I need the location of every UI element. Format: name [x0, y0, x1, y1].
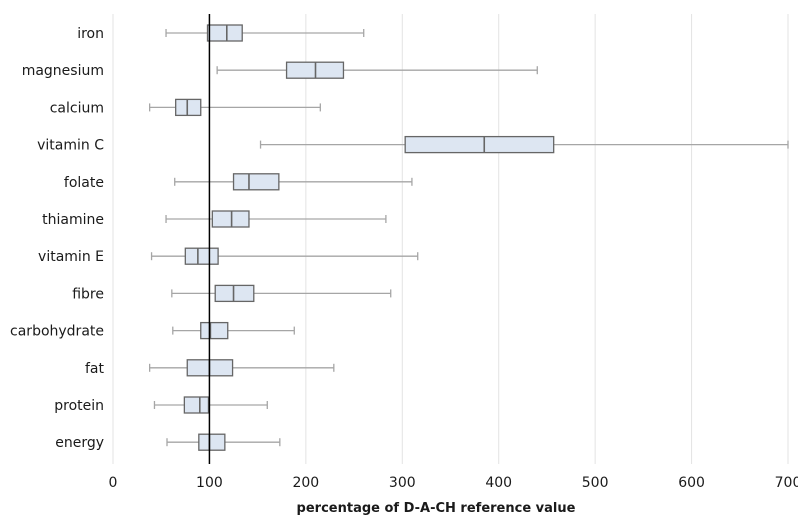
grid-lines	[112, 14, 789, 464]
boxes	[175, 24, 555, 451]
category-label-fibre: fibre	[72, 286, 104, 302]
x-tick-label-0: 0	[109, 475, 118, 491]
category-label-protein: protein	[54, 398, 104, 414]
category-label-folate: folate	[64, 175, 104, 191]
x-axis-title: percentage of D-A-CH reference value	[297, 501, 576, 516]
category-label-magnesium: magnesium	[22, 63, 104, 79]
whiskers	[148, 29, 789, 447]
x-tick-label-400: 400	[485, 475, 512, 491]
box-fibre	[214, 284, 255, 303]
x-tick-label-700: 700	[775, 475, 798, 491]
x-tick-label-200: 200	[292, 475, 319, 491]
box-thiamine	[211, 210, 250, 228]
category-label-vitamin-c: vitamin C	[37, 138, 104, 154]
category-label-fat: fat	[85, 361, 105, 377]
box-vitamin-c	[404, 135, 555, 154]
category-label-iron: iron	[77, 26, 104, 42]
x-tick-labels: 0 100 200 300 400 500 600 700	[109, 475, 798, 491]
category-label-vitamin-e: vitamin E	[38, 249, 104, 265]
box-vitamin-e	[184, 247, 219, 265]
box-carbohydrate	[200, 321, 229, 340]
box-folate	[232, 173, 280, 191]
category-label-energy: energy	[55, 435, 104, 451]
x-tick-label-100: 100	[196, 475, 223, 491]
box-protein	[183, 396, 210, 414]
category-label-calcium: calcium	[50, 100, 104, 116]
x-tick-label-500: 500	[582, 475, 609, 491]
box-calcium	[175, 98, 202, 117]
box-energy	[198, 433, 226, 451]
x-tick-label-300: 300	[389, 475, 416, 491]
category-label-carbohydrate: carbohydrate	[10, 324, 104, 340]
category-labels: iron magnesium calcium vitamin C folate thiam…	[10, 26, 104, 451]
box-iron	[206, 24, 243, 42]
x-tick-label-600: 600	[678, 475, 705, 491]
category-label-thiamine: thiamine	[42, 212, 104, 228]
